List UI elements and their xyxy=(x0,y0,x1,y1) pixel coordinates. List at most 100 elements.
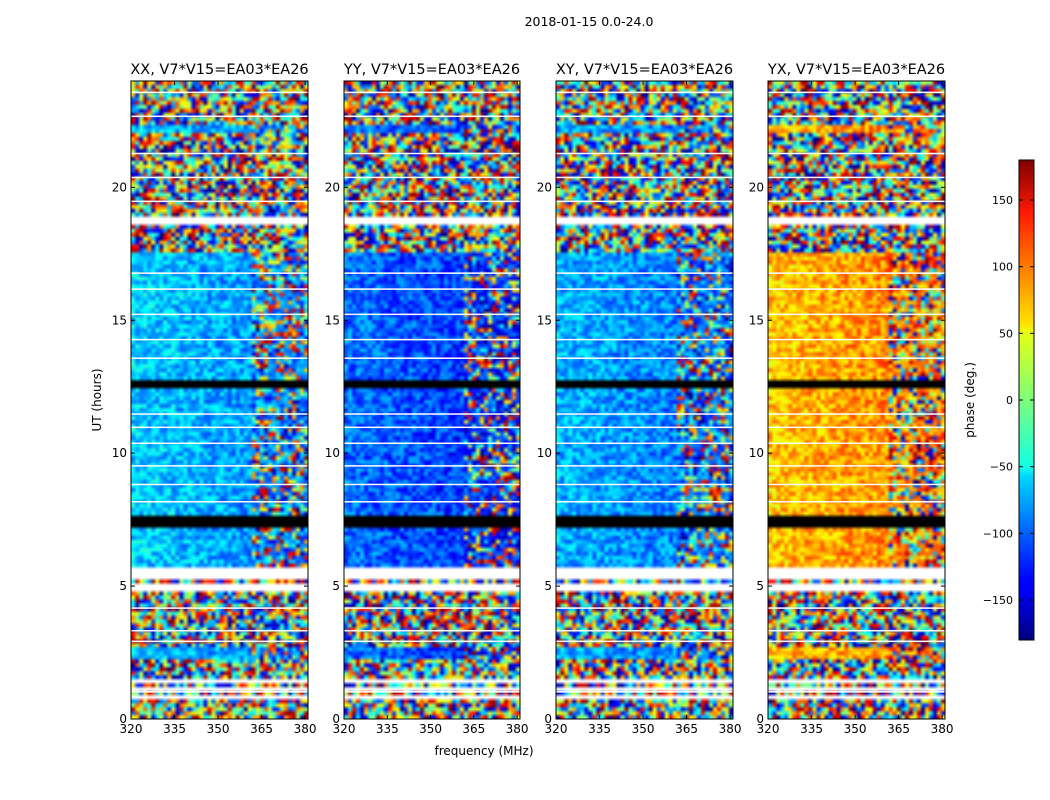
flagged-row xyxy=(131,91,308,94)
flagged-row xyxy=(131,115,308,118)
x-tick-label: 380 xyxy=(719,722,742,736)
flagged-row xyxy=(344,200,520,203)
flagged-row xyxy=(556,288,733,290)
flagged-row xyxy=(131,442,308,445)
colorbar-tick-label: −150 xyxy=(983,594,1013,607)
flagged-row xyxy=(344,288,520,290)
flagged-row xyxy=(131,691,308,693)
flagged-row xyxy=(131,483,308,486)
y-tick-label: 0 xyxy=(119,712,127,726)
flagged-row xyxy=(556,413,733,415)
flagged-row xyxy=(556,272,733,274)
panel-0: XX, V7*V15=EA03*EA26 320 335 350 365 380 0 5 10 1… xyxy=(112,62,317,736)
flagged-row xyxy=(768,313,945,316)
panel-3-image xyxy=(768,81,945,719)
flagged-row xyxy=(556,691,733,693)
y-tick-label: 5 xyxy=(332,579,340,593)
flagged-row xyxy=(131,640,308,643)
flagged-row xyxy=(344,501,520,503)
flagged-row xyxy=(131,607,308,609)
flagged-row xyxy=(556,629,733,632)
flagged-row xyxy=(768,691,945,693)
y-tick-label: 0 xyxy=(544,712,552,726)
y-tick-label: 20 xyxy=(749,180,764,194)
figure-title: 2018-01-15 0.0-24.0 xyxy=(525,14,654,29)
flagged-row xyxy=(344,629,520,632)
flagged-row xyxy=(344,483,520,486)
flagged-row xyxy=(131,465,308,467)
flagged-row xyxy=(344,357,520,359)
panel-3-frame xyxy=(767,80,946,720)
panel-0-title: XX, V7*V15=EA03*EA26 xyxy=(130,62,308,78)
flagged-row xyxy=(344,413,520,415)
panel-1-image xyxy=(344,81,520,719)
flagged-row xyxy=(768,91,945,94)
panel-1-title: YY, V7*V15=EA03*EA26 xyxy=(343,62,520,78)
flagged-row xyxy=(768,465,945,467)
panel-3-title: YX, V7*V15=EA03*EA26 xyxy=(767,62,945,78)
flagged-row xyxy=(131,629,308,632)
flagged-row xyxy=(131,413,308,415)
y-tick-label: 10 xyxy=(325,446,340,460)
flagged-row xyxy=(344,426,520,429)
y-tick-label: 5 xyxy=(544,579,552,593)
flagged-row xyxy=(768,272,945,274)
flagged-row xyxy=(768,357,945,359)
flagged-row xyxy=(344,607,520,609)
x-tick-label: 365 xyxy=(675,722,698,736)
y-tick-label: 15 xyxy=(112,313,127,327)
flagged-row xyxy=(768,200,945,203)
y-tick-label: 15 xyxy=(749,313,764,327)
flagged-row xyxy=(344,640,520,643)
flagged-row xyxy=(344,442,520,445)
panel-2-image xyxy=(556,81,733,719)
y-tick-label: 10 xyxy=(112,446,127,460)
flagged-row xyxy=(344,465,520,467)
panel-0-frame xyxy=(130,80,309,720)
panel-2-title: XY, V7*V15=EA03*EA26 xyxy=(556,62,733,78)
flagged-row xyxy=(556,115,733,118)
flagged-row xyxy=(344,176,520,179)
flagged-row xyxy=(344,115,520,118)
x-tick-label: 320 xyxy=(757,722,780,736)
y-tick-label: 0 xyxy=(756,712,764,726)
colorbar-tick-label: 150 xyxy=(992,194,1013,207)
flagged-row xyxy=(768,288,945,290)
colorbar-tick-label: 0 xyxy=(1006,394,1013,407)
panel-0-image xyxy=(131,81,308,719)
x-tick-label: 365 xyxy=(250,722,273,736)
flagged-row xyxy=(131,313,308,316)
flagged-row xyxy=(131,426,308,429)
flagged-row xyxy=(556,152,733,155)
panel-1-frame xyxy=(343,80,521,720)
y-tick-label: 10 xyxy=(537,446,552,460)
x-tick-label: 320 xyxy=(120,722,143,736)
panel-2-frame xyxy=(555,80,734,720)
y-tick-label: 15 xyxy=(537,313,552,327)
flagged-row xyxy=(344,313,520,316)
x-tick-label: 380 xyxy=(931,722,954,736)
x-tick-label: 350 xyxy=(844,722,867,736)
flagged-row xyxy=(131,288,308,290)
panel-3: YX, V7*V15=EA03*EA26 320 335 350 365 380 0 5 10 1… xyxy=(749,62,954,736)
y-tick-label: 10 xyxy=(749,446,764,460)
x-tick-label: 335 xyxy=(376,722,399,736)
y-tick-label: 20 xyxy=(537,180,552,194)
flagged-row xyxy=(556,607,733,609)
flagged-row xyxy=(556,200,733,203)
y-axis-label: UT (hours) xyxy=(90,368,104,431)
flagged-row xyxy=(556,426,733,429)
y-tick-label: 20 xyxy=(112,180,127,194)
flagged-row xyxy=(768,115,945,118)
flagged-row xyxy=(556,91,733,94)
flagged-row xyxy=(556,483,733,486)
flagged-row xyxy=(556,640,733,643)
colorbar-label: phase (deg.) xyxy=(963,362,977,438)
x-tick-label: 380 xyxy=(294,722,317,736)
flagged-row xyxy=(768,640,945,643)
flagged-row xyxy=(344,691,520,693)
flagged-row xyxy=(344,152,520,155)
x-tick-label: 350 xyxy=(419,722,442,736)
flagged-row xyxy=(768,483,945,486)
